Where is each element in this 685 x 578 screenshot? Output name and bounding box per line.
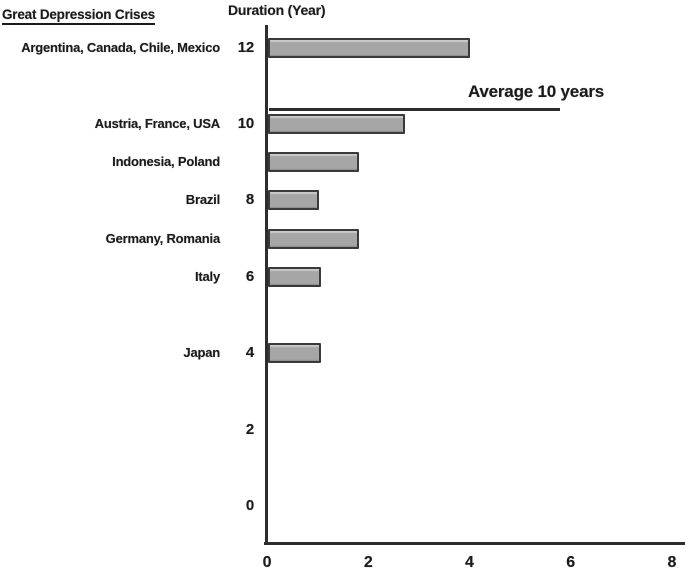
duration-axis-label: Duration (Year) xyxy=(228,2,326,18)
duration-tick-6: 6 xyxy=(245,267,254,285)
duration-tick-4: 4 xyxy=(245,344,254,362)
bar-duration-12 xyxy=(268,37,470,58)
bar-duration-7 xyxy=(268,228,359,249)
bar-label-duration-10: Austria, France, USA xyxy=(94,116,221,131)
bar-duration-8 xyxy=(268,190,319,211)
bar-label-duration-12: Argentina, Canada, Chile, Mexico xyxy=(21,39,220,55)
count-tick-0: 0 xyxy=(262,554,272,571)
bar-duration-6 xyxy=(268,266,321,287)
bar-duration-10 xyxy=(268,114,405,134)
x-axis-line xyxy=(264,542,685,545)
bar-label-duration-6: Italy xyxy=(194,268,220,284)
duration-tick-0: 0 xyxy=(245,497,254,514)
count-tick-2: 2 xyxy=(363,554,373,571)
duration-tick-8: 8 xyxy=(245,191,254,209)
chart-title: Great Depression Crises xyxy=(2,7,155,25)
count-tick-4: 4 xyxy=(465,554,474,571)
count-tick-6: 6 xyxy=(566,554,575,571)
bar-label-duration-4: Japan xyxy=(183,345,220,361)
count-tick-8: 8 xyxy=(667,554,677,571)
bar-duration-9 xyxy=(268,152,359,173)
duration-tick-2: 2 xyxy=(245,420,254,438)
bar-label-duration-8: Brazil xyxy=(185,192,220,208)
duration-tick-12: 12 xyxy=(237,38,255,56)
bar-duration-4 xyxy=(268,343,321,364)
average-annotation-label: Average 10 years xyxy=(467,82,604,101)
bar-label-duration-9: Indonesia, Poland xyxy=(112,154,220,170)
bar-label-duration-7: Germany, Romania xyxy=(105,230,221,246)
duration-tick-10: 10 xyxy=(237,115,255,132)
y-axis-line xyxy=(265,25,268,545)
average-annotation-line xyxy=(269,108,560,111)
